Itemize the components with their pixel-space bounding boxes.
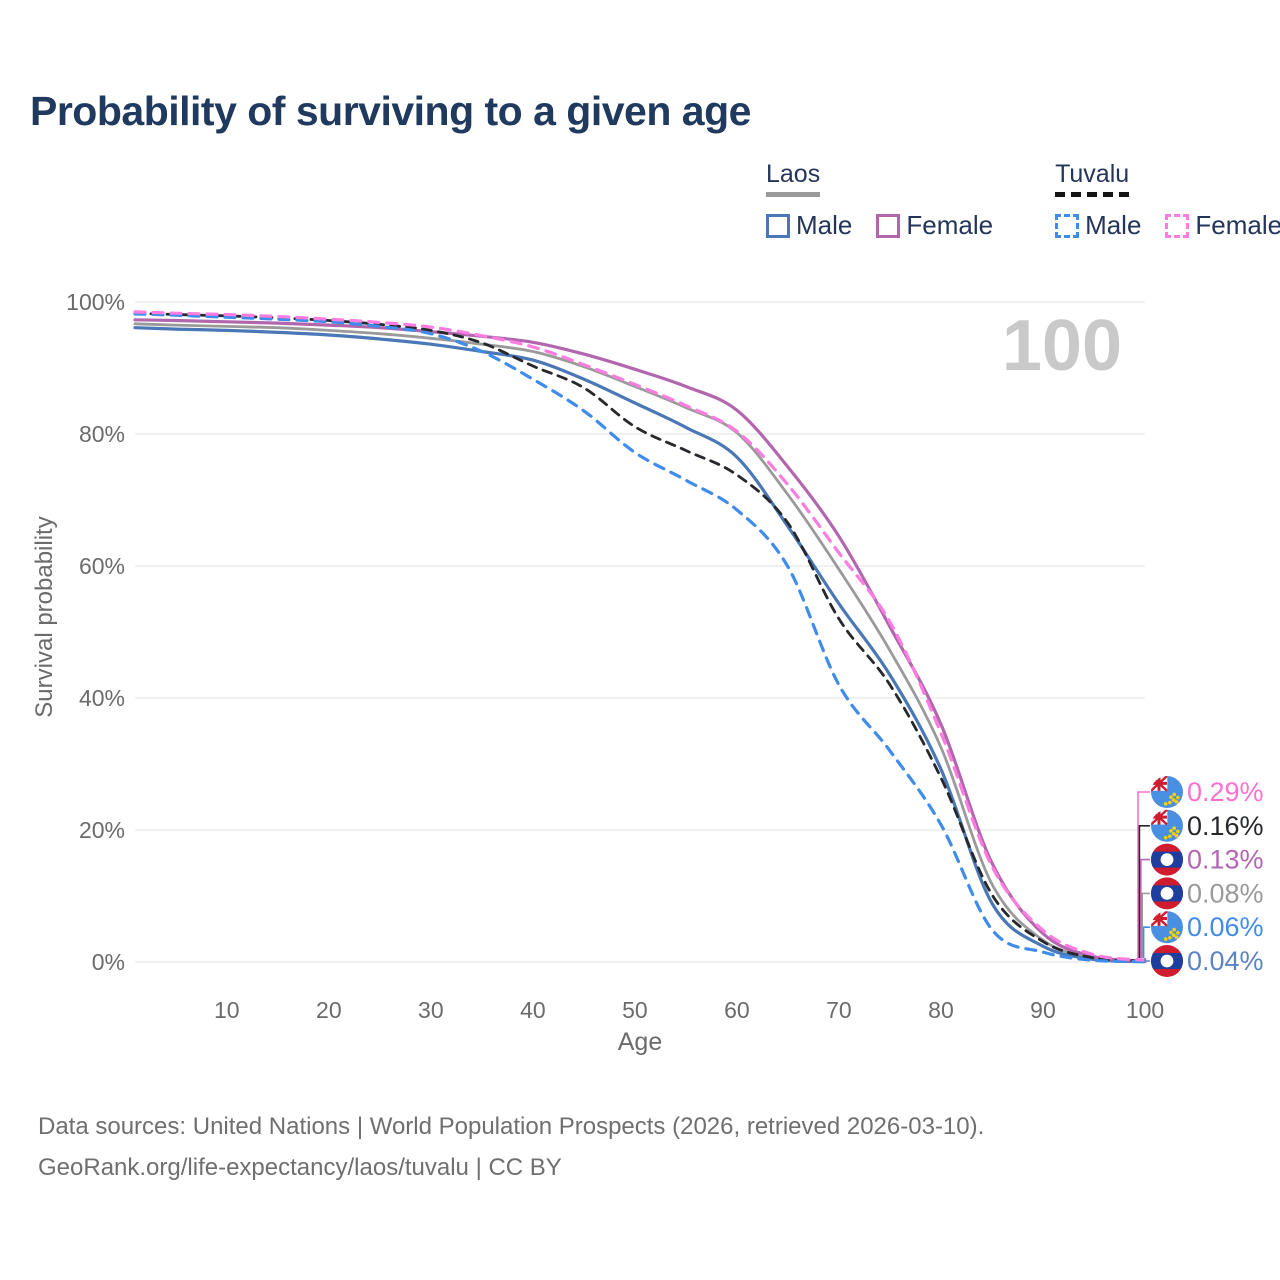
legend-tuvalu-title[interactable]: Tuvalu [1055,160,1130,201]
series-line-tuvalu-male[interactable] [133,312,1147,964]
y-tick-0%: 0% [92,949,125,975]
laos-female-swatch-icon [876,213,901,238]
laos-flag-icon [1151,945,1183,977]
tuvalu-male-swatch-icon [1055,213,1080,238]
x-axis-title: Age [618,1028,662,1056]
x-tick-40: 40 [520,997,546,1023]
y-tick-20%: 20% [79,817,125,843]
tuvalu-flag-icon [1151,809,1183,842]
legend-tuvalu-male[interactable]: Male [1055,210,1141,241]
tuvalu-flag-icon [1151,911,1183,944]
legend-laos-female-label: Female [906,210,994,240]
x-tick-70: 70 [826,997,852,1023]
tuvalu-flag-icon [1151,776,1183,808]
y-tick-40%: 40% [79,685,125,711]
end-label-value: 0.04% [1187,946,1264,976]
legend-tuvalu-female[interactable]: Female [1165,210,1280,241]
laos-male-swatch-icon [766,213,790,238]
series-line-tuvalu-both[interactable] [133,311,1147,963]
y-tick-80%: 80% [79,421,125,447]
series-line-tuvalu-female[interactable] [133,310,1147,962]
end-label-leader-line [1140,858,1150,958]
end-label-value: 0.16% [1187,811,1264,841]
tuvalu-dashed-line-swatch [1055,192,1130,197]
legend-tuvalu-male-label: Male [1085,210,1142,240]
x-tick-100: 100 [1126,997,1164,1023]
series-line-laos-male[interactable] [133,326,1147,964]
legend-laos-female[interactable]: Female [876,210,993,241]
series-line-laos-female[interactable] [133,318,1147,963]
x-tick-90: 90 [1030,997,1056,1023]
page-title: Probability of surviving to a given age [30,88,751,134]
end-label-value: 0.29% [1187,777,1264,807]
laos-flag-icon [1151,843,1183,876]
legend: Laos Male Female Tuvalu [766,160,1280,241]
end-label-leader-line [1137,791,1150,958]
legend-tuvalu-title-label: Tuvalu [1055,160,1130,188]
x-tick-10: 10 [214,997,240,1023]
source-note: Data sources: United Nations | World Pop… [38,1106,984,1188]
legend-laos-male[interactable]: Male [766,210,852,241]
legend-group-tuvalu: Tuvalu Male Female [1055,160,1280,241]
end-label-leader-line [1142,926,1150,958]
age-counter-watermark: 100 [1002,306,1122,386]
x-tick-30: 30 [418,997,444,1023]
x-tick-60: 60 [724,997,750,1023]
legend-tuvalu-female-label: Female [1195,210,1280,240]
x-tick-80: 80 [928,997,954,1023]
x-tick-20: 20 [316,997,342,1023]
source-line-2: GeoRank.org/life-expectancy/laos/tuvalu … [38,1154,562,1181]
y-tick-60%: 60% [79,553,125,579]
laos-solid-line-swatch [766,192,821,197]
legend-group-laos: Laos Male Female [766,160,993,241]
end-label-value: 0.13% [1187,845,1264,875]
legend-laos-title[interactable]: Laos [766,160,821,201]
legend-laos-title-label: Laos [766,160,821,188]
end-label-value: 0.06% [1187,912,1264,942]
source-line-1: Data sources: United Nations | World Pop… [38,1113,985,1140]
end-label-value: 0.08% [1187,878,1264,908]
legend-laos-male-label: Male [796,210,853,240]
laos-flag-icon [1151,877,1183,910]
survival-probability-chart[interactable]: 0% 20% 40% 60% 80% 100% 10 20 30 40 50 60 70 80 90 100 A… [0,0,1280,1080]
tuvalu-female-swatch-icon [1165,213,1190,238]
series-line-laos-both[interactable] [133,322,1147,963]
end-label-leader-line [1138,824,1150,958]
y-tick-100%: 100% [66,289,125,315]
end-label-leader-line [1144,958,1150,962]
end-label-leader-line [1141,892,1150,958]
x-tick-50: 50 [622,997,648,1023]
